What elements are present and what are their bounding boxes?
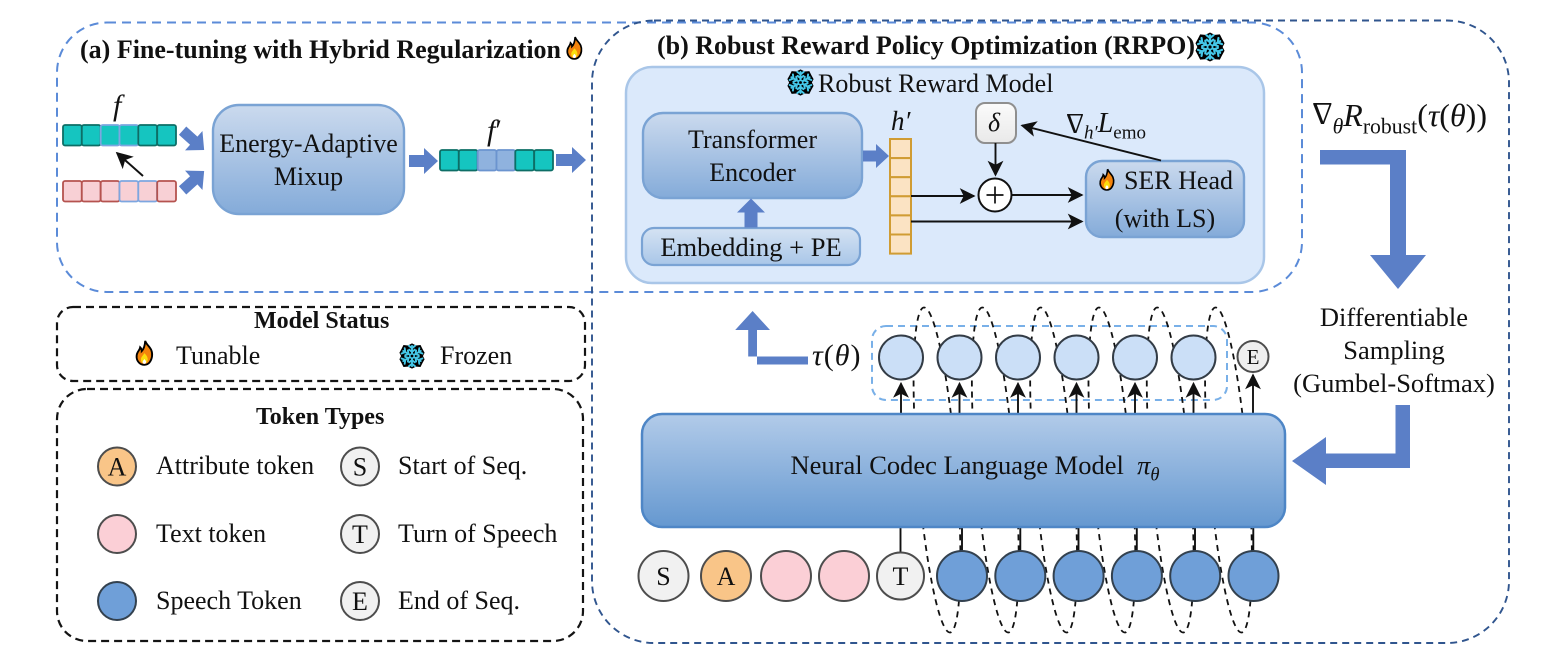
svg-text:E: E [1247,345,1260,369]
svg-text:T: T [893,562,909,591]
svg-text:S: S [656,562,670,591]
svg-text:A: A [717,562,736,591]
